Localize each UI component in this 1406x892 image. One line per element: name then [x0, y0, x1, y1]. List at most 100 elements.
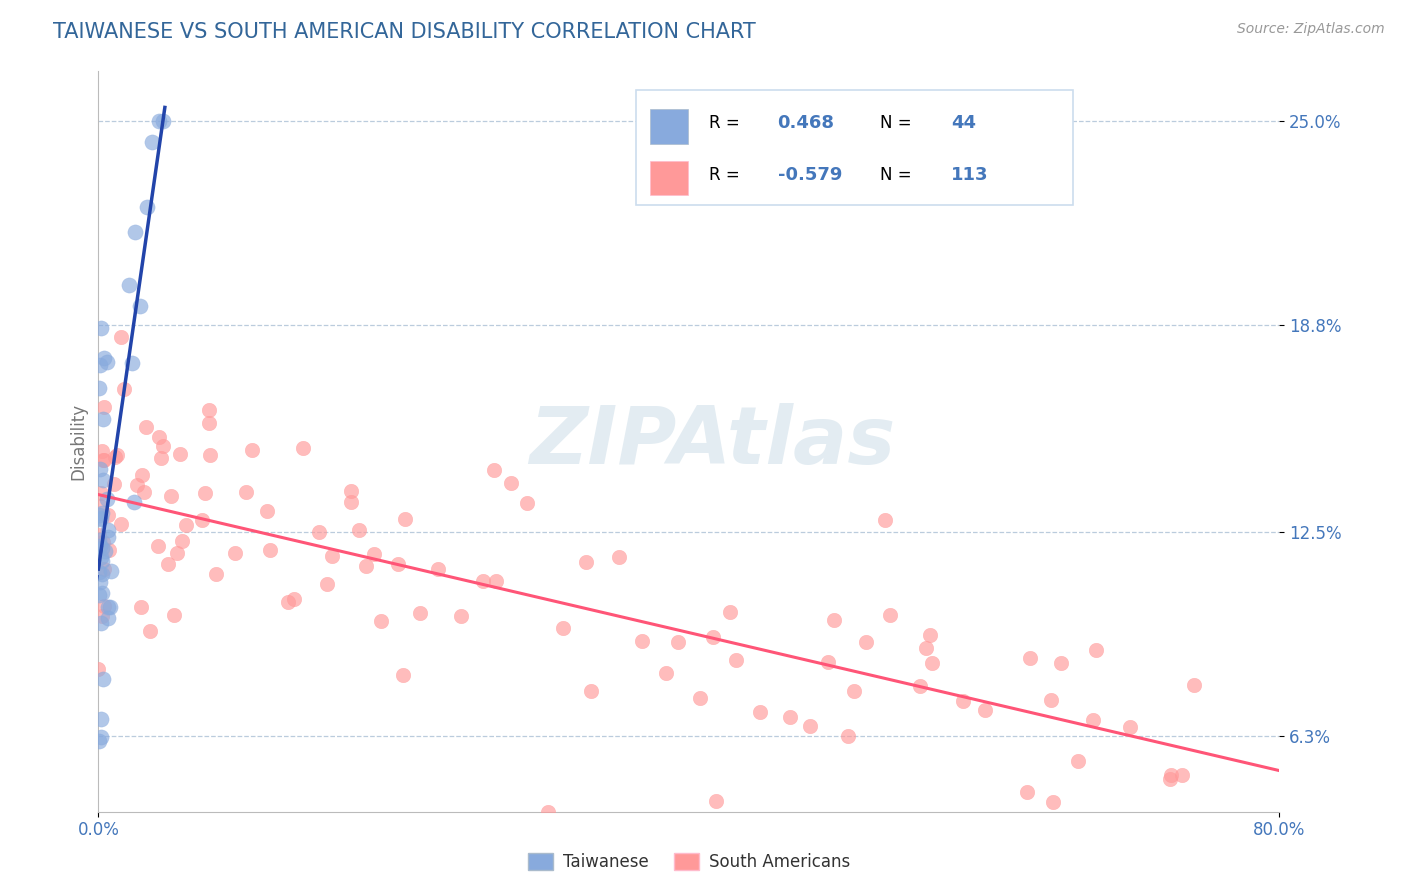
Point: [537, 805, 560, 819]
Point: [90, 616, 112, 631]
Point: [129, 600, 152, 615]
Point: [349, 523, 371, 537]
Text: Source: ZipAtlas.com: Source: ZipAtlas.com: [1237, 22, 1385, 37]
Point: [482, 463, 505, 477]
Point: [607, 549, 630, 564]
Point: [90, 444, 112, 458]
Point: [921, 656, 943, 670]
Point: [90, 730, 112, 744]
Point: [89, 565, 111, 579]
Point: [89, 512, 111, 526]
Text: ZIPAtlas: ZIPAtlas: [530, 402, 896, 481]
Point: [409, 606, 432, 620]
Point: [148, 113, 170, 128]
Point: [90, 712, 112, 726]
Point: [370, 614, 392, 628]
Point: [141, 135, 163, 149]
Point: [915, 641, 938, 656]
Point: [87, 533, 110, 547]
Point: [112, 382, 135, 396]
Point: [516, 496, 538, 510]
Point: [118, 277, 141, 292]
Point: [198, 403, 221, 417]
Point: [89, 358, 111, 372]
Point: [98, 599, 121, 614]
Text: 0.468: 0.468: [778, 114, 835, 132]
Point: [240, 442, 263, 457]
Point: [724, 653, 747, 667]
Point: [308, 525, 330, 540]
Point: [394, 512, 416, 526]
Point: [149, 451, 172, 466]
Point: [718, 605, 741, 619]
Point: [224, 546, 246, 560]
Point: [90, 485, 112, 500]
Point: [450, 609, 472, 624]
Point: [1049, 656, 1071, 670]
Point: [135, 420, 157, 434]
Point: [1160, 767, 1182, 781]
Point: [103, 477, 125, 491]
Point: [842, 683, 865, 698]
Point: [277, 595, 299, 609]
Point: [837, 729, 859, 743]
Point: [952, 694, 974, 708]
Point: [702, 630, 724, 644]
Point: [363, 547, 385, 561]
Point: [87, 527, 110, 541]
Point: [321, 549, 343, 563]
Point: [163, 608, 186, 623]
Point: [91, 541, 114, 555]
Point: [340, 495, 363, 509]
Bar: [650, 109, 688, 144]
Point: [654, 666, 676, 681]
Point: [235, 484, 257, 499]
Point: [749, 705, 772, 719]
Point: [89, 588, 111, 602]
Point: [89, 462, 111, 476]
Point: [90, 511, 112, 525]
Text: R =: R =: [709, 114, 740, 132]
Point: [855, 635, 877, 649]
Text: N =: N =: [880, 114, 912, 132]
Point: [91, 586, 114, 600]
Point: [194, 485, 217, 500]
Text: 44: 44: [950, 114, 976, 132]
FancyBboxPatch shape: [636, 90, 1073, 204]
Point: [1182, 678, 1205, 692]
Point: [91, 473, 114, 487]
Point: [485, 574, 508, 588]
Point: [124, 225, 146, 239]
Point: [90, 321, 112, 335]
Point: [100, 564, 122, 578]
Point: [499, 476, 522, 491]
Point: [93, 599, 115, 614]
Point: [96, 355, 118, 369]
Point: [1084, 643, 1107, 657]
Point: [668, 635, 690, 649]
Text: N =: N =: [880, 166, 912, 184]
Point: [138, 624, 160, 639]
Point: [89, 499, 111, 513]
Point: [125, 478, 148, 492]
Point: [283, 591, 305, 606]
Point: [121, 356, 143, 370]
Point: [920, 628, 942, 642]
Text: -0.579: -0.579: [778, 166, 842, 184]
Bar: [650, 161, 688, 195]
Point: [176, 517, 198, 532]
Point: [97, 523, 120, 537]
Point: [97, 530, 120, 544]
Point: [1118, 720, 1140, 734]
Point: [259, 543, 281, 558]
Text: R =: R =: [709, 166, 740, 184]
Point: [1081, 713, 1104, 727]
Point: [879, 608, 901, 623]
Point: [875, 513, 897, 527]
Point: [198, 448, 221, 462]
Point: [169, 446, 191, 460]
Point: [1067, 754, 1090, 768]
Point: [97, 508, 120, 522]
Point: [93, 400, 115, 414]
Point: [110, 329, 132, 343]
